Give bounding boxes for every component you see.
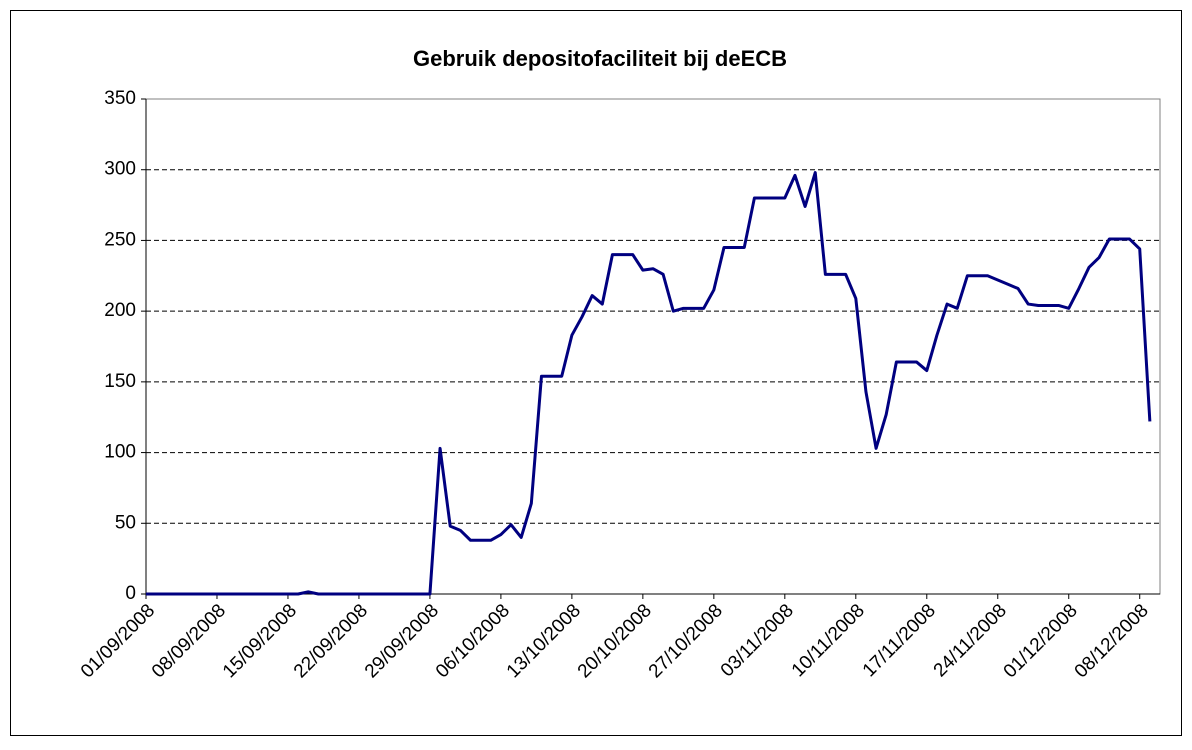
y-tick-label: 150 [104,371,136,392]
data-line [146,171,1152,596]
y-tick-label: 0 [125,583,136,604]
y-tick-label: 50 [115,512,136,533]
chart-border [10,10,1182,736]
y-tick-label: 200 [104,300,136,321]
y-tick-label: 100 [104,442,136,463]
y-tick-label: 250 [104,229,136,250]
y-tick-label: 300 [104,159,136,180]
chart-title: Gebruik depositofaciliteit bij deECB [413,46,787,71]
y-tick-label: 350 [104,88,136,109]
